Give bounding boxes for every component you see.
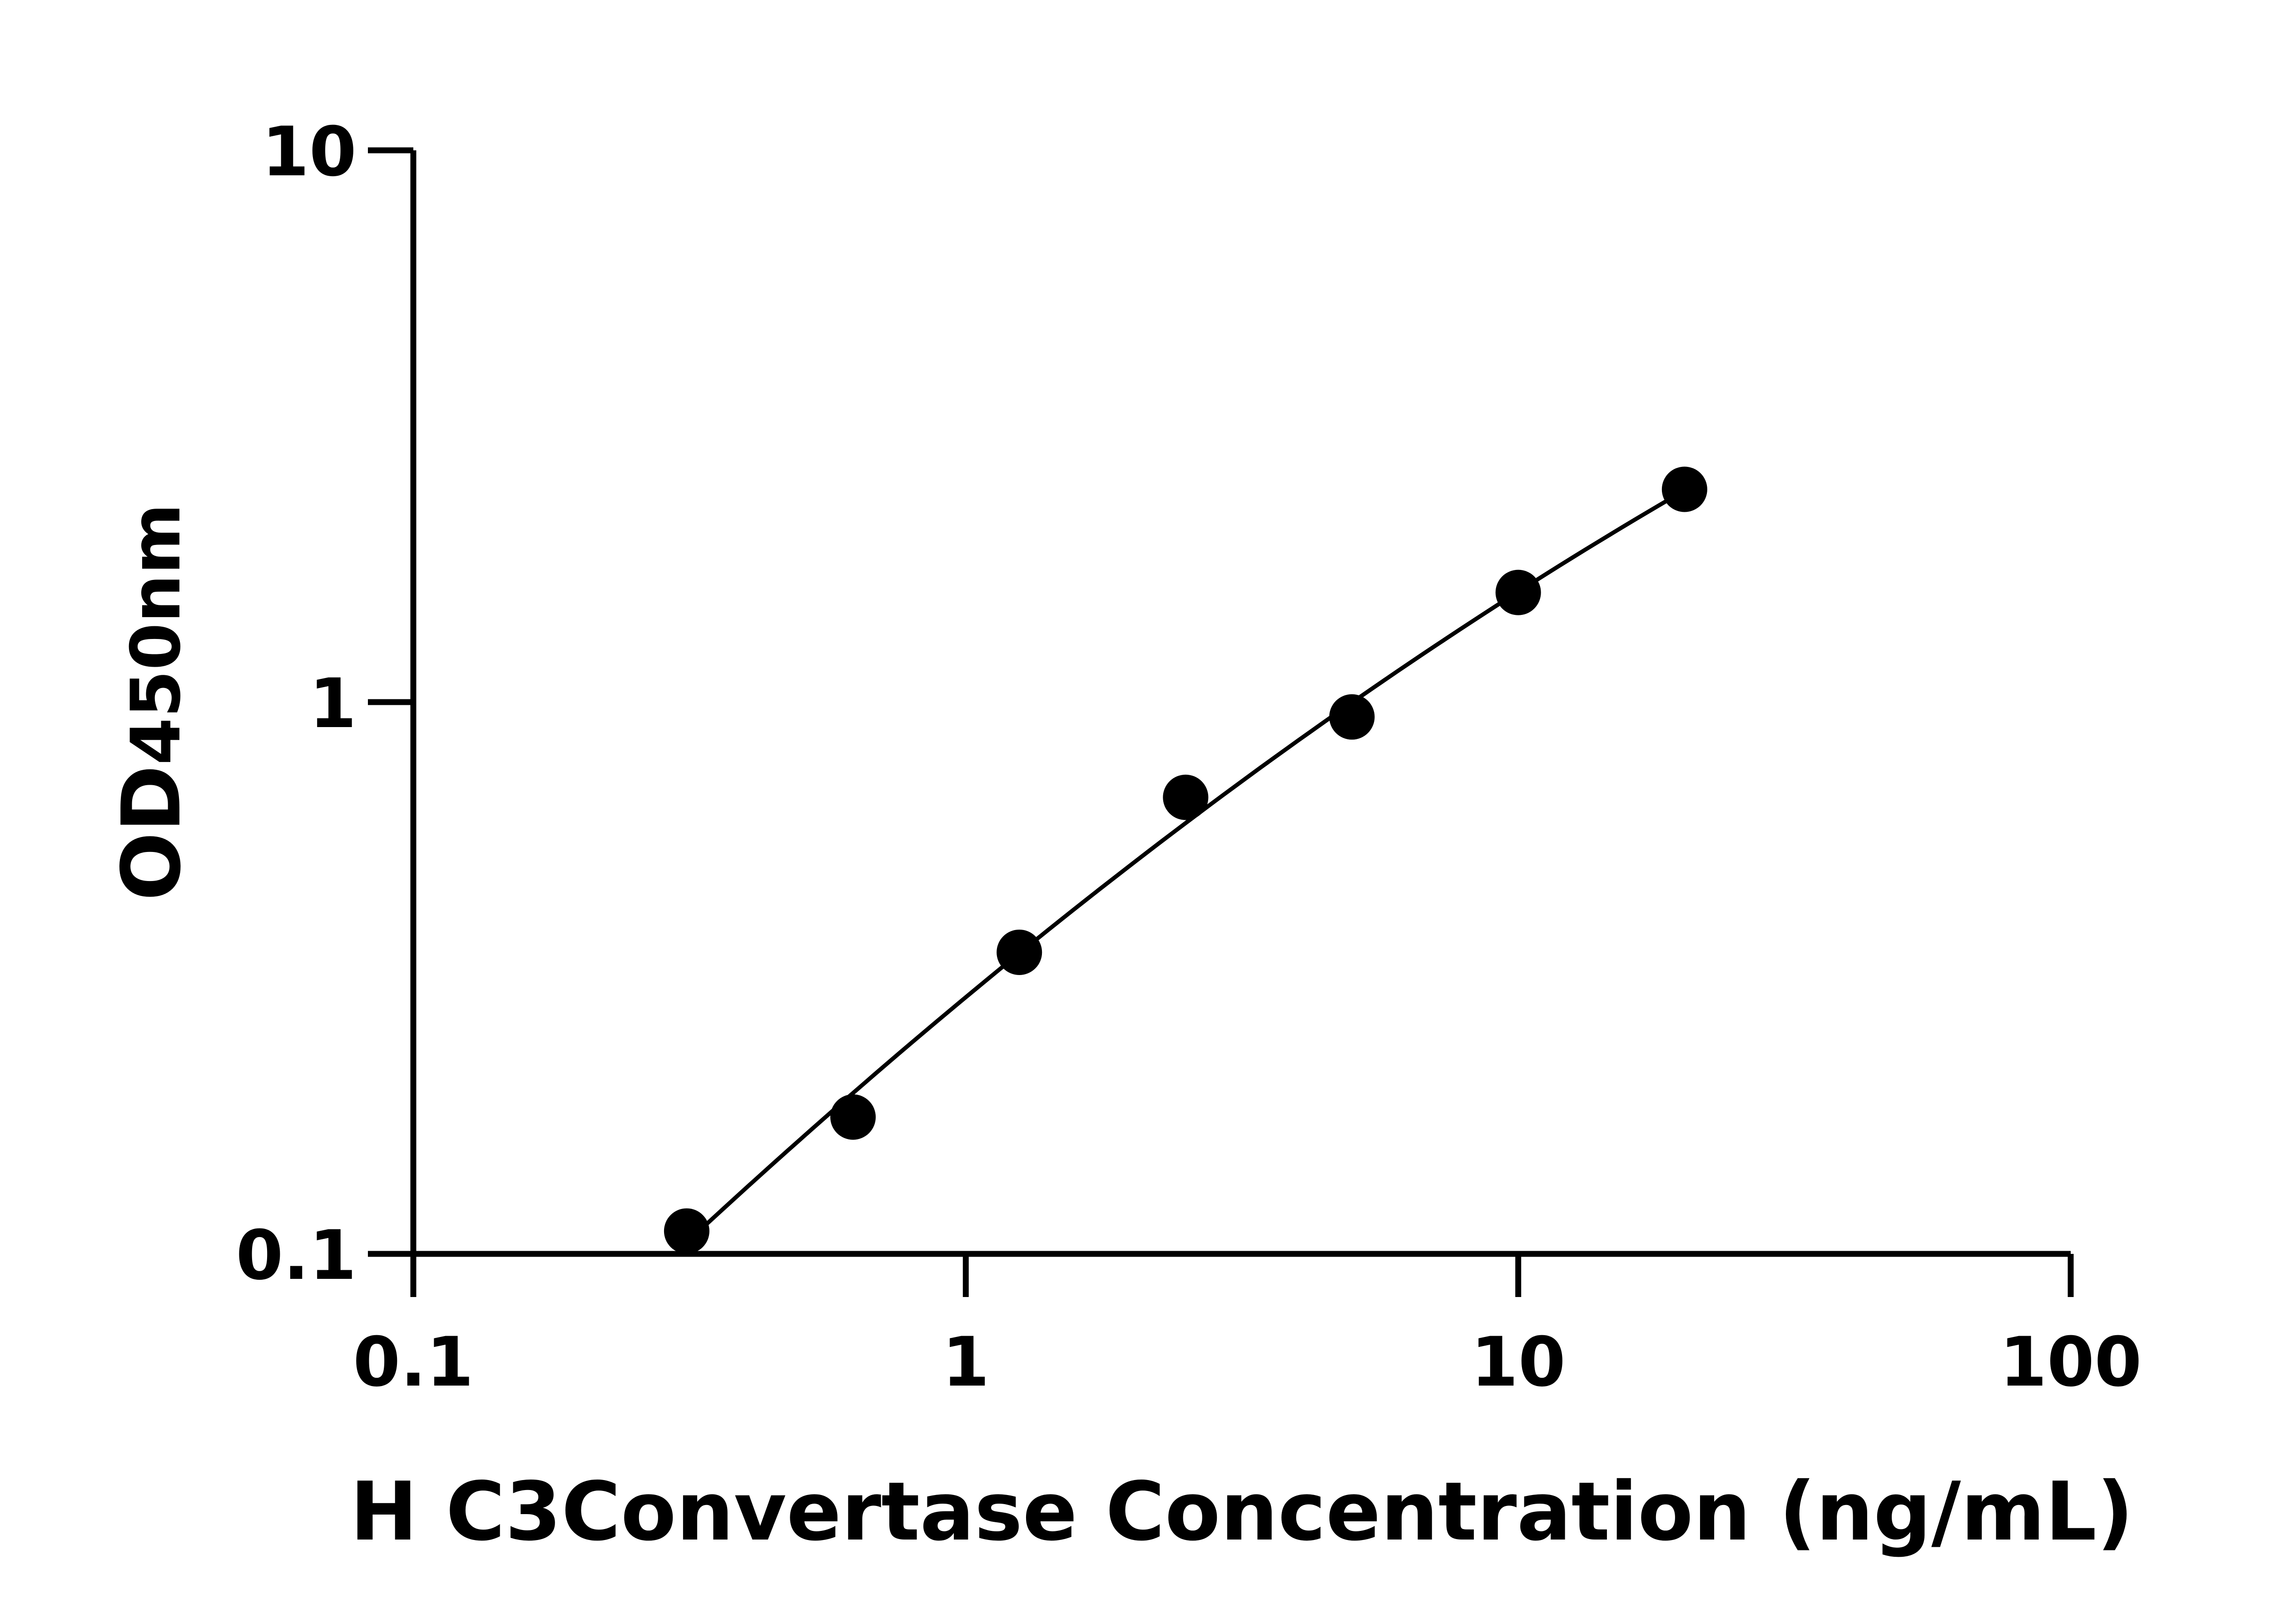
y-axis-label-sub: 450nm — [117, 503, 196, 765]
x-tick-label: 100 — [1999, 1323, 2142, 1402]
x-tick-label: 0.1 — [353, 1323, 474, 1402]
data-point — [1495, 569, 1541, 615]
x-tick-label: 1 — [942, 1323, 989, 1402]
x-axis-label: H C3Convertase Concentration (ng/mL) — [350, 1465, 2134, 1559]
data-point — [1329, 694, 1375, 740]
y-axis-label-main: OD — [104, 765, 198, 901]
data-point — [830, 1094, 876, 1140]
data-point — [1163, 774, 1209, 820]
axes: 0.1 1 10 100 0.1 1 10 — [236, 113, 2142, 1402]
x-tick-label: 10 — [1471, 1323, 1566, 1402]
data-point — [664, 1208, 709, 1254]
y-tick-label: 0.1 — [236, 1216, 357, 1295]
data-point — [1661, 466, 1707, 512]
y-tick-label: 10 — [262, 113, 357, 192]
data-point — [997, 929, 1042, 975]
data-points — [664, 466, 1707, 1254]
y-axis-label: OD450nm — [104, 503, 198, 901]
y-tick-label: 1 — [309, 664, 357, 743]
